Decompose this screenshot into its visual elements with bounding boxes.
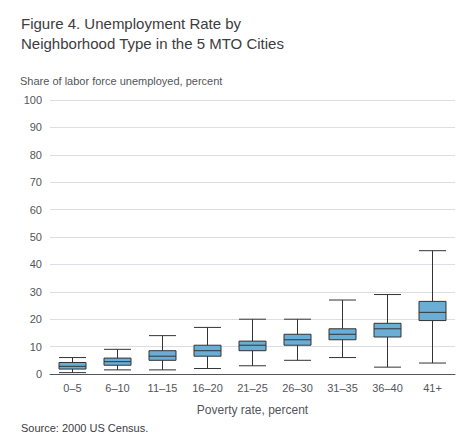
svg-text:Source: 2000 US Census.: Source: 2000 US Census.: [21, 422, 148, 434]
svg-text:0–5: 0–5: [63, 382, 81, 394]
svg-text:30: 30: [30, 286, 42, 298]
svg-text:Share of labor force unemploye: Share of labor force unemployed, percent: [20, 75, 222, 87]
svg-text:6–10: 6–10: [105, 382, 129, 394]
svg-text:20: 20: [30, 313, 42, 325]
svg-text:Poverty rate, percent: Poverty rate, percent: [197, 403, 309, 417]
svg-text:80: 80: [30, 149, 42, 161]
svg-text:26–30: 26–30: [282, 382, 313, 394]
svg-text:31–35: 31–35: [327, 382, 358, 394]
svg-text:50: 50: [30, 231, 42, 243]
svg-text:70: 70: [30, 176, 42, 188]
svg-text:Neighborhood Type in the 5 MTO: Neighborhood Type in the 5 MTO Cities: [21, 35, 284, 52]
svg-text:36–40: 36–40: [372, 382, 403, 394]
svg-text:Figure 4. Unemployment Rate by: Figure 4. Unemployment Rate by: [21, 15, 242, 32]
svg-text:90: 90: [30, 121, 42, 133]
svg-text:21–25: 21–25: [237, 382, 268, 394]
svg-text:10: 10: [30, 341, 42, 353]
svg-text:0: 0: [36, 368, 42, 380]
svg-text:40: 40: [30, 258, 42, 270]
svg-text:60: 60: [30, 204, 42, 216]
svg-text:16–20: 16–20: [192, 382, 223, 394]
svg-text:41+: 41+: [423, 382, 442, 394]
svg-text:100: 100: [24, 94, 42, 106]
svg-text:11–15: 11–15: [148, 382, 178, 394]
